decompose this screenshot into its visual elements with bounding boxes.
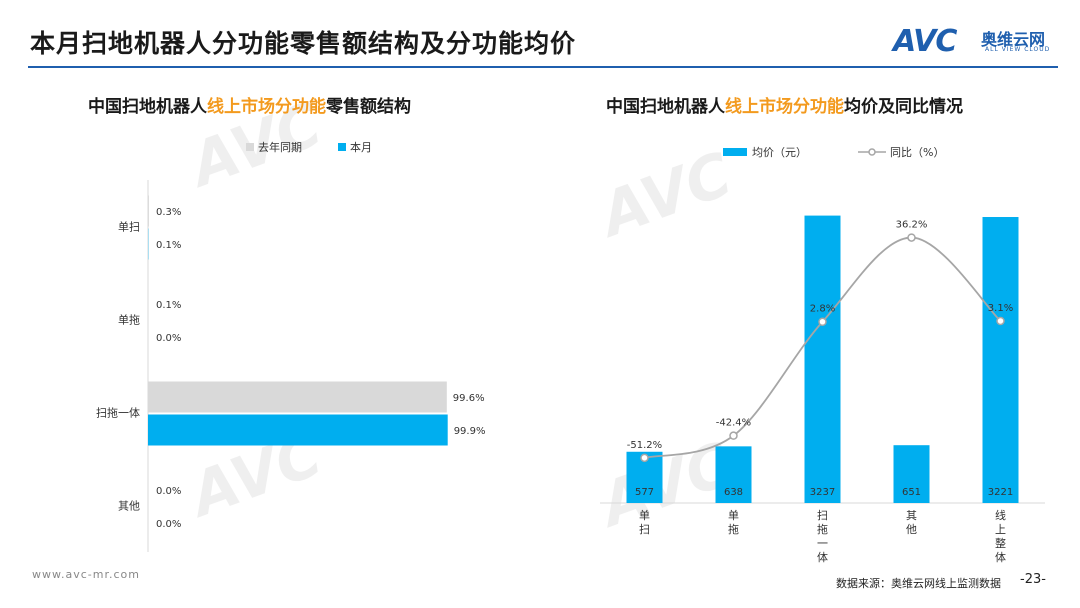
legend-label: 去年同期 xyxy=(258,140,302,154)
data-source: 数据来源：奥维云网线上监测数据 xyxy=(836,577,1001,590)
category-label: 其他 xyxy=(906,509,917,536)
legend-label: 均价（元） xyxy=(752,146,807,159)
logo-en: ALL VIEW CLOUD xyxy=(985,46,1051,53)
data-label: 638 xyxy=(724,487,743,498)
left-title-highlight: 线上市场分功能 xyxy=(207,97,326,117)
bar-current xyxy=(148,414,448,446)
data-label: 651 xyxy=(902,487,921,498)
title-divider xyxy=(28,66,1058,68)
data-label: 3221 xyxy=(988,487,1013,498)
bar-avg-price xyxy=(893,445,930,503)
left-legend: 去年同期 本月 xyxy=(246,140,372,154)
data-label: 3.1% xyxy=(988,303,1013,314)
data-label: 99.6% xyxy=(453,393,485,404)
legend-label: 同比（%） xyxy=(890,146,944,159)
data-label: 36.2% xyxy=(896,220,928,231)
page-title: 本月扫地机器人分功能零售额结构及分功能均价 xyxy=(30,29,577,58)
category-label: 其他 xyxy=(118,500,140,513)
data-label: 0.0% xyxy=(156,333,181,344)
data-label: 99.9% xyxy=(454,426,486,437)
right-chart-title: 中国扫地机器人线上市场分功能均价及同比情况 xyxy=(606,92,963,117)
legend-swatch xyxy=(246,143,254,151)
category-label: 线上整体 xyxy=(995,508,1006,564)
legend-swatch xyxy=(338,143,346,151)
yoy-point xyxy=(818,317,827,326)
bar-avg-price xyxy=(804,215,841,503)
data-label: 0.1% xyxy=(156,300,181,311)
right-title-suffix: 均价及同比情况 xyxy=(844,97,963,117)
legend-swatch xyxy=(723,148,747,156)
legend-label: 本月 xyxy=(350,140,372,154)
category-label: 单扫 xyxy=(639,509,650,536)
data-label: -42.4% xyxy=(716,418,751,429)
brand-logo: AVC 奥维云网 ALL VIEW CLOUD xyxy=(893,24,1053,59)
bar-last-year xyxy=(148,381,447,413)
right-chart: 均价（元） 同比（%） 577 638 3237 651 3221 单扫 单拖 扫拖一体 其他 线上整… xyxy=(600,146,1045,564)
data-label: 2.8% xyxy=(810,304,835,315)
category-label: 单扫 xyxy=(118,221,140,234)
right-title-highlight: 线上市场分功能 xyxy=(725,97,844,117)
page-number: -23- xyxy=(1020,572,1046,587)
category-label: 单拖 xyxy=(728,509,739,536)
category-label: 单拖 xyxy=(118,313,140,327)
data-label: 577 xyxy=(635,487,654,498)
logo-cn: 奥维云网 xyxy=(981,30,1046,49)
left-title-suffix: 零售额结构 xyxy=(326,97,411,117)
data-label: -51.2% xyxy=(627,440,662,451)
legend-marker xyxy=(868,148,876,156)
data-label: 0.0% xyxy=(156,486,181,497)
bar-avg-price xyxy=(982,217,1019,503)
footer-url[interactable]: www.avc-mr.com xyxy=(32,568,140,581)
left-title-prefix: 中国扫地机器人 xyxy=(88,97,207,117)
data-label: 0.0% xyxy=(156,519,181,530)
data-label: 0.1% xyxy=(156,240,181,251)
category-label: 扫拖一体 xyxy=(817,509,828,564)
right-legend: 均价（元） 同比（%） xyxy=(723,146,944,159)
data-label: 3237 xyxy=(810,487,835,498)
data-label: 0.3% xyxy=(156,207,181,218)
yoy-point xyxy=(729,431,738,440)
bar-avg-price xyxy=(715,446,752,503)
yoy-point xyxy=(907,233,916,242)
logo-avc: AVC xyxy=(893,24,957,59)
yoy-point xyxy=(640,453,649,463)
left-chart-title: 中国扫地机器人线上市场分功能零售额结构 xyxy=(88,92,411,117)
bar-last-year xyxy=(148,195,149,227)
category-label: 扫拖一体 xyxy=(96,406,140,420)
yoy-point xyxy=(996,316,1005,326)
right-title-prefix: 中国扫地机器人 xyxy=(606,97,725,117)
